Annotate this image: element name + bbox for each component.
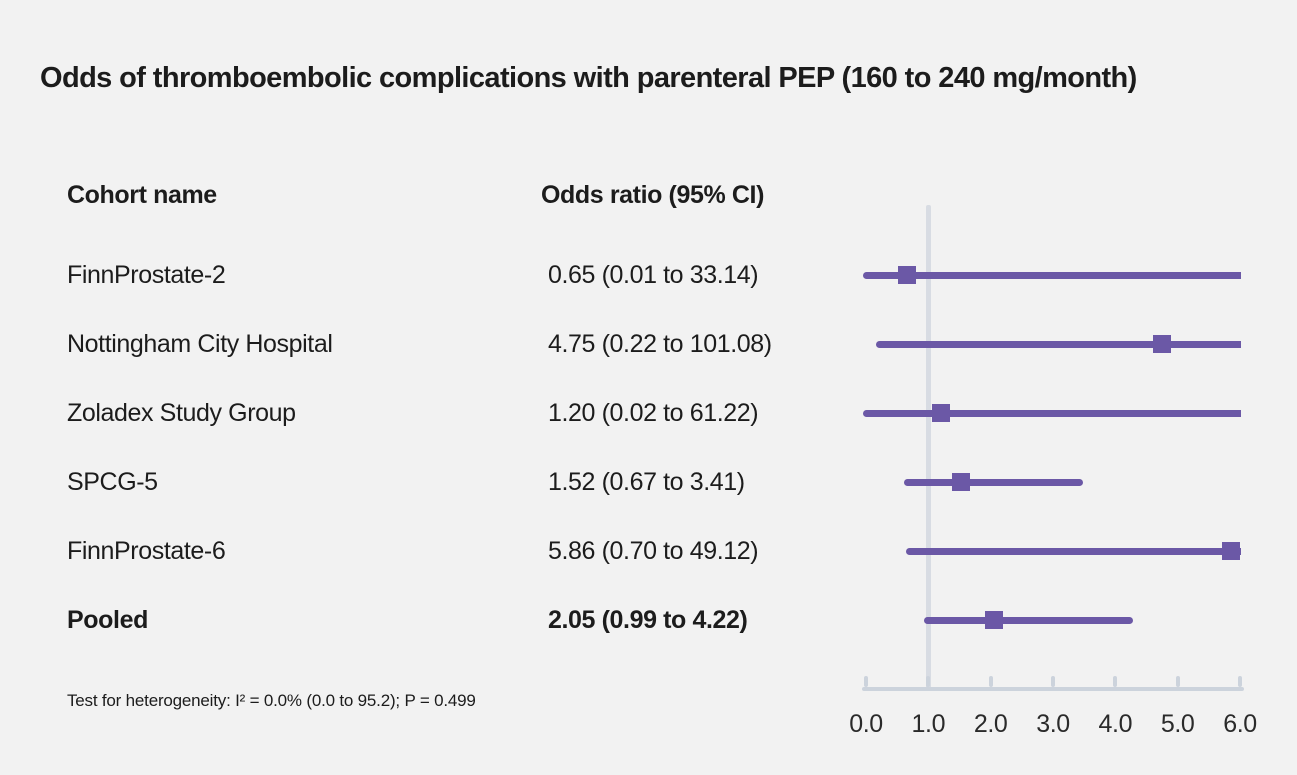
reference-line [925,205,931,691]
table-row: FinnProstate-2 0.65 (0.01 to 33.14) [0,258,860,292]
x-axis-line [862,687,1244,691]
column-header-cohort: Cohort name [67,181,217,209]
table-row: SPCG-5 1.52 (0.67 to 3.41) [0,465,860,499]
column-header-odds-ratio: Odds ratio (95% CI) [541,181,764,209]
x-axis-tick-label: 4.0 [1098,710,1133,738]
x-axis-tick [926,676,931,687]
estimate-marker [897,266,916,284]
cohort-name: FinnProstate-6 [67,537,226,565]
cohort-name: Zoladex Study Group [67,399,296,427]
table-row: Zoladex Study Group 1.20 (0.02 to 61.22) [0,396,860,430]
estimate-marker [931,404,950,422]
x-axis-tick-label: 1.0 [911,710,946,738]
x-axis-tick [988,676,993,687]
table-row-pooled: Pooled 2.05 (0.99 to 4.22) [0,603,860,637]
odds-ratio-value: 2.05 (0.99 to 4.22) [548,606,748,634]
odds-ratio-value: 1.52 (0.67 to 3.41) [548,468,745,496]
x-axis-tick [1051,676,1055,687]
x-axis-tick-label: 5.0 [1160,710,1195,738]
x-axis-tick [864,676,868,687]
odds-ratio-value: 4.75 (0.22 to 101.08) [548,330,772,358]
odds-ratio-value: 1.20 (0.02 to 61.22) [548,399,759,427]
x-axis-tick-label: 3.0 [1036,710,1070,738]
cohort-name: Nottingham City Hospital [67,330,333,358]
chart-title: Odds of thromboembolic complications wit… [40,62,1137,94]
odds-ratio-value: 0.65 (0.01 to 33.14) [548,261,759,289]
ci-line [903,478,1083,486]
ci-line [863,409,1241,417]
ci-line [923,616,1134,624]
ci-line [862,271,1241,279]
table-row: FinnProstate-6 5.86 (0.70 to 49.12) [0,534,860,568]
heterogeneity-note: Test for heterogeneity: I² = 0.0% (0.0 t… [67,691,476,710]
estimate-marker [1153,335,1172,353]
cohort-name: Pooled [67,606,148,634]
estimate-marker [1222,542,1241,560]
cohort-name: FinnProstate-2 [67,261,226,289]
x-axis-tick-label: 2.0 [973,710,1008,738]
x-axis-tick [1175,676,1180,687]
ci-line [905,547,1241,555]
x-axis-tick-label: 0.0 [849,710,883,738]
ci-line [875,340,1241,348]
estimate-marker [951,473,970,491]
table-row: Nottingham City Hospital 4.75 (0.22 to 1… [0,327,860,361]
cohort-name: SPCG-5 [67,468,158,496]
x-axis-tick-label: 6.0 [1223,710,1257,738]
x-axis-tick [1113,676,1118,687]
odds-ratio-value: 5.86 (0.70 to 49.12) [548,537,759,565]
x-axis-tick [1238,676,1242,687]
pooled-estimate-marker [984,611,1003,629]
